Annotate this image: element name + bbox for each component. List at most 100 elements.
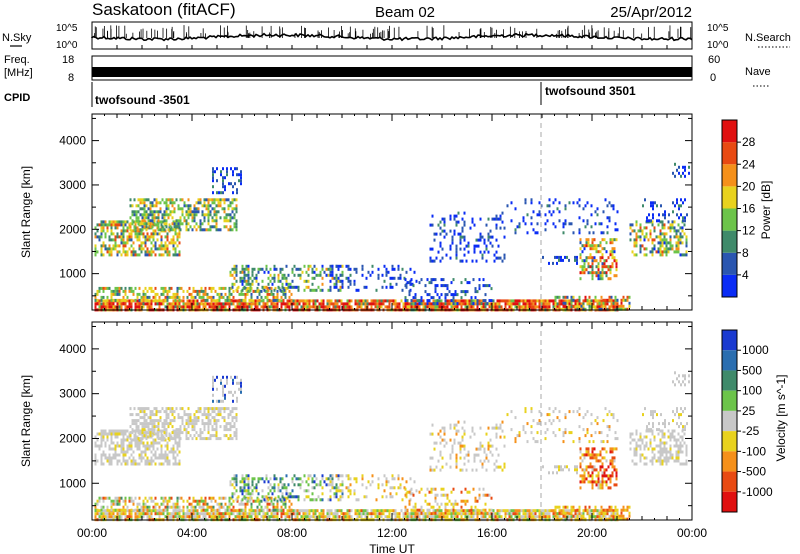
power-cell <box>615 238 618 242</box>
power-cell <box>479 217 482 221</box>
velocity-cell <box>178 441 181 445</box>
power-cell <box>446 287 449 291</box>
velocity-cell <box>176 444 179 448</box>
velocity-cell <box>462 509 465 513</box>
power-cell <box>143 213 146 217</box>
velocity-cell <box>139 416 142 420</box>
power-cell <box>200 295 203 299</box>
power-cell <box>216 167 218 171</box>
power-cell <box>100 226 103 230</box>
velocity-cell <box>234 509 237 513</box>
velocity-cell <box>110 502 113 506</box>
power-cell <box>504 299 507 303</box>
power-cell <box>98 289 101 293</box>
power-cell <box>678 204 680 208</box>
velocity-cell <box>162 508 165 512</box>
power-cell <box>663 238 666 242</box>
power-cell <box>681 241 684 245</box>
power-cell <box>558 258 560 262</box>
power-cell <box>218 191 220 195</box>
power-cell <box>470 305 473 309</box>
power-cell <box>152 244 155 248</box>
power-cell <box>412 299 415 303</box>
velocity-cell <box>168 505 171 509</box>
power-cell <box>280 305 283 309</box>
velocity-cell <box>102 462 105 466</box>
power-cell <box>149 201 152 205</box>
velocity-cell <box>126 435 129 439</box>
power-cell <box>266 292 269 296</box>
power-cell <box>212 191 214 195</box>
power-cell <box>600 305 603 309</box>
power-cell <box>578 305 581 309</box>
power-cell <box>487 232 490 236</box>
power-cell <box>211 219 214 223</box>
velocity-cell <box>176 447 179 451</box>
power-cell <box>217 204 220 208</box>
power-cell <box>431 223 434 227</box>
velocity-cell <box>194 515 197 519</box>
power-cell <box>230 292 233 296</box>
velocity-cell <box>120 444 123 448</box>
power-cell <box>184 305 187 309</box>
power-cell <box>236 305 239 309</box>
power-cell <box>134 232 137 236</box>
power-cell <box>192 295 195 299</box>
velocity-cell <box>288 499 291 503</box>
power-cell <box>434 299 437 303</box>
velocity-cell <box>110 441 113 445</box>
power-cell <box>295 285 298 289</box>
velocity-cell <box>149 431 152 435</box>
power-cell <box>610 204 613 208</box>
velocity-cell <box>282 508 285 512</box>
power-cell <box>508 305 511 309</box>
velocity-cell <box>189 416 192 420</box>
power-cell <box>110 292 113 296</box>
power-cell <box>564 255 566 259</box>
power-cell <box>685 241 688 245</box>
velocity-cell <box>114 444 117 448</box>
velocity-cell <box>122 499 125 503</box>
power-cell <box>130 286 133 290</box>
power-cell <box>465 244 468 248</box>
power-cell <box>560 307 563 311</box>
velocity-cell <box>616 512 619 516</box>
power-cell <box>595 247 598 251</box>
power-cell <box>231 228 234 232</box>
power-cell <box>578 295 581 299</box>
power-cell <box>124 289 127 293</box>
power-cell <box>267 288 270 292</box>
velocity-cell <box>160 444 163 448</box>
velocity-cell <box>474 512 477 516</box>
power-cell <box>120 220 123 224</box>
power-cell <box>208 305 211 309</box>
velocity-cell <box>522 512 525 516</box>
power-cell <box>185 204 188 208</box>
velocity-cell <box>140 512 143 516</box>
power-cell <box>96 235 99 239</box>
velocity-cell <box>494 512 497 516</box>
power-cell <box>380 305 383 309</box>
velocity-cell <box>155 413 158 417</box>
velocity-cell <box>134 508 137 512</box>
power-cell <box>180 286 183 290</box>
velocity-cell <box>112 508 115 512</box>
velocity-cell <box>143 428 146 432</box>
velocity-cell <box>164 508 167 512</box>
power-cell <box>580 302 583 306</box>
power-cell <box>238 179 240 183</box>
velocity-cell <box>466 512 469 516</box>
power-cell <box>524 222 527 226</box>
power-cell <box>238 302 241 306</box>
power-cell <box>137 219 140 223</box>
power-cell <box>432 296 435 300</box>
power-cell <box>651 220 654 224</box>
power-cell <box>452 302 455 306</box>
power-cell <box>162 244 165 248</box>
power-cell <box>483 250 486 254</box>
power-cell <box>170 295 173 299</box>
power-cell <box>380 299 383 303</box>
power-cell <box>222 191 224 195</box>
power-cell <box>98 302 101 306</box>
power-cell <box>286 305 289 309</box>
